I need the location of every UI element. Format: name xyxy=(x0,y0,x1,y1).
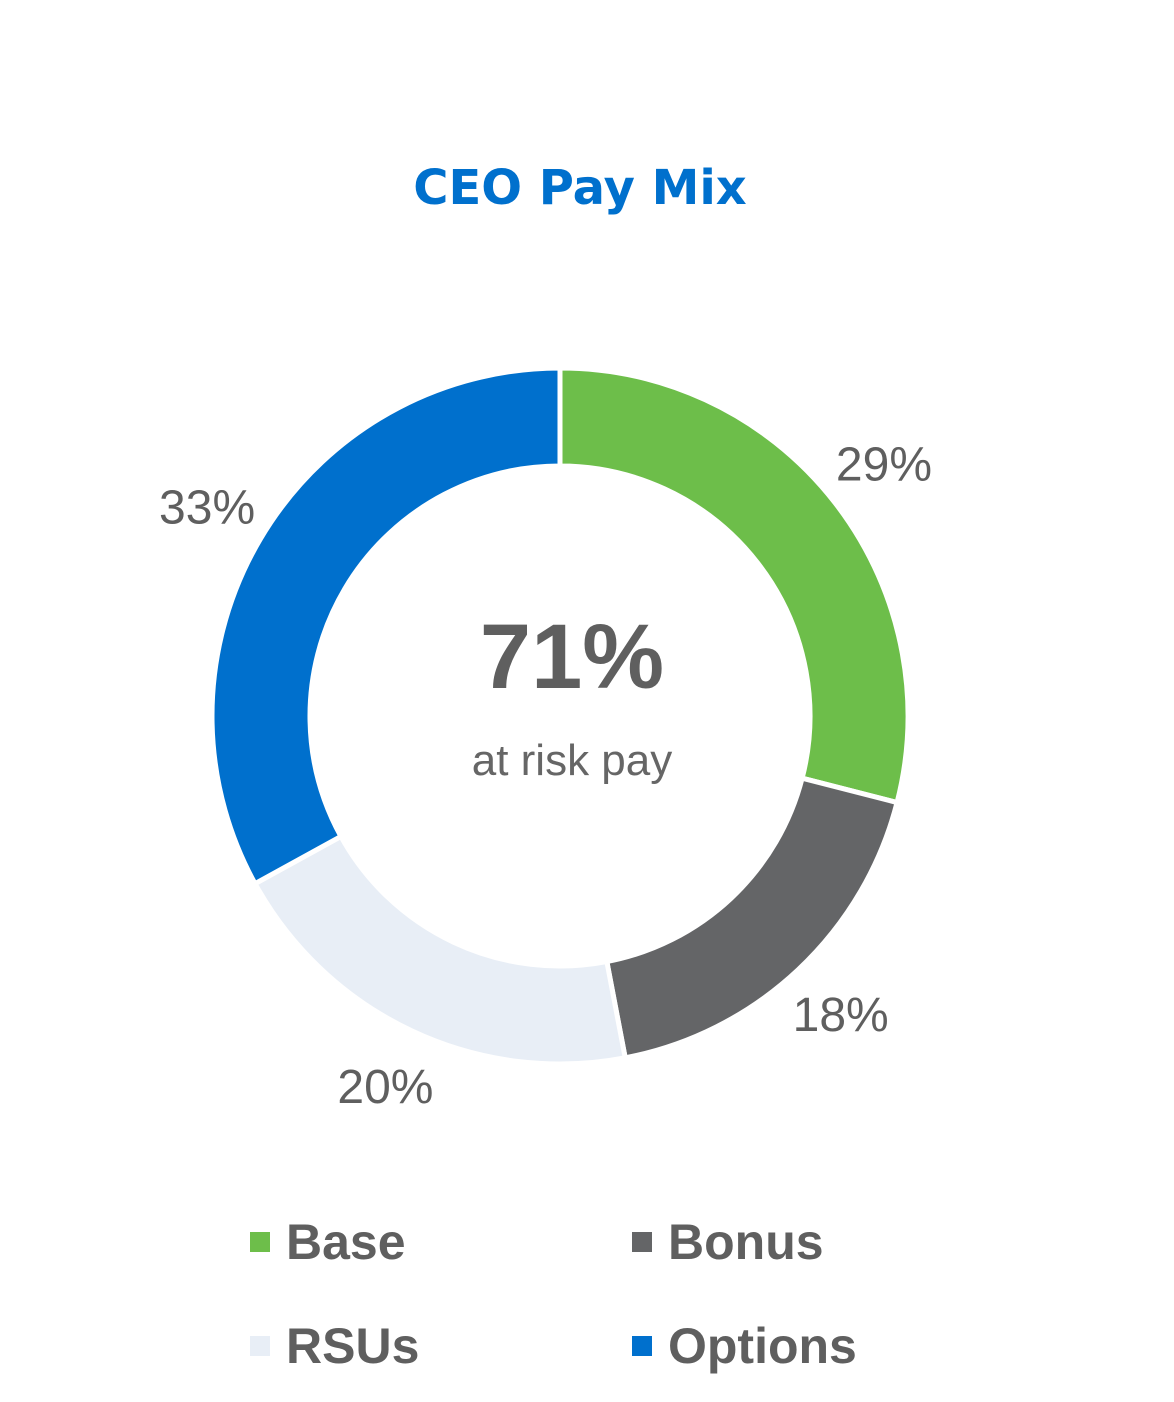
slice-rsus xyxy=(251,833,629,1067)
donut-chart: 29% 18% 20% 33% 71% at risk pay xyxy=(159,365,933,1114)
slice-options xyxy=(209,365,563,888)
slice-label-base: 29% xyxy=(836,439,932,492)
slice-label-bonus: 18% xyxy=(793,989,889,1042)
slice-label-options: 33% xyxy=(159,481,255,534)
legend-label-rsus: RSUs xyxy=(286,1318,420,1374)
legend-item-rsus: RSUs xyxy=(250,1316,419,1376)
legend-label-base: Base xyxy=(286,1214,406,1270)
legend-label-options: Options xyxy=(668,1318,857,1374)
slice-label-rsus: 20% xyxy=(337,1061,433,1114)
legend-swatch-options xyxy=(632,1336,652,1356)
legend-label-bonus: Bonus xyxy=(668,1214,824,1270)
chart-title: CEO Pay Mix xyxy=(413,160,747,216)
legend-item-base: Base xyxy=(250,1212,406,1272)
center-label: at risk pay xyxy=(472,736,673,785)
legend-swatch-rsus xyxy=(250,1336,270,1356)
legend-swatch-base xyxy=(250,1232,270,1252)
legend-swatch-bonus xyxy=(632,1232,652,1252)
legend-item-bonus: Bonus xyxy=(632,1212,824,1272)
center-value: 71% xyxy=(480,606,664,708)
slice-base xyxy=(557,365,911,806)
legend-item-options: Options xyxy=(632,1316,857,1376)
